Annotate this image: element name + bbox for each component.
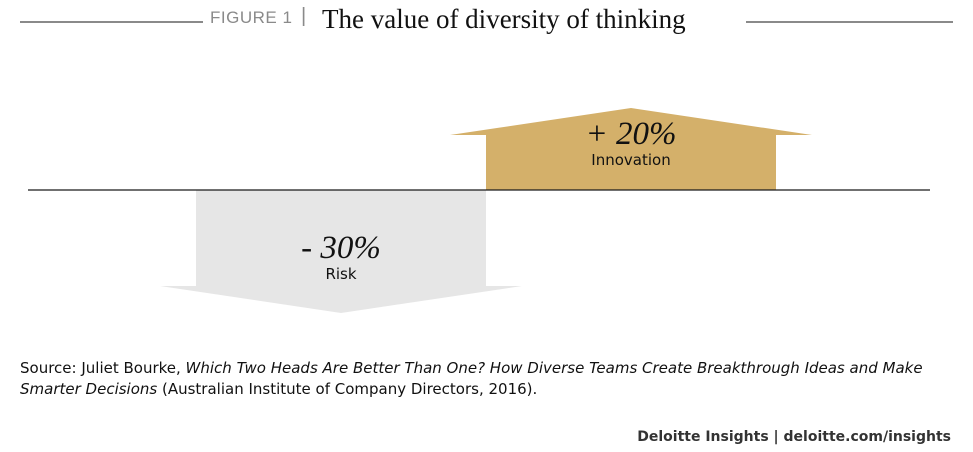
source-suffix: (Australian Institute of Company Directo… — [157, 380, 538, 398]
header-rule-right — [746, 21, 953, 23]
bar-arrow-risk — [160, 190, 522, 313]
source-note: Source: Juliet Bourke, Which Two Heads A… — [20, 358, 955, 400]
chart: - 30%Risk + 20%Innovation — [28, 108, 930, 313]
figure-label: FIGURE 1 — [210, 8, 293, 27]
source-prefix: Source: Juliet Bourke, — [20, 359, 186, 377]
bar-arrow-innovation — [450, 108, 812, 190]
category-label-innovation: Innovation — [591, 151, 670, 169]
value-label-innovation: + 20% — [585, 116, 676, 152]
figure-header: FIGURE 1 | The value of diversity of thi… — [0, 0, 973, 40]
header-rule-left — [20, 21, 203, 23]
category-label-risk: Risk — [325, 265, 356, 283]
value-label-risk: - 30% — [301, 230, 381, 266]
source-title: Which Two Heads Are Better Than One? How… — [20, 359, 923, 398]
figure-separator: | — [301, 5, 307, 27]
footer-credit: Deloitte Insights | deloitte.com/insight… — [637, 429, 951, 445]
figure-title: The value of diversity of thinking — [322, 4, 686, 34]
